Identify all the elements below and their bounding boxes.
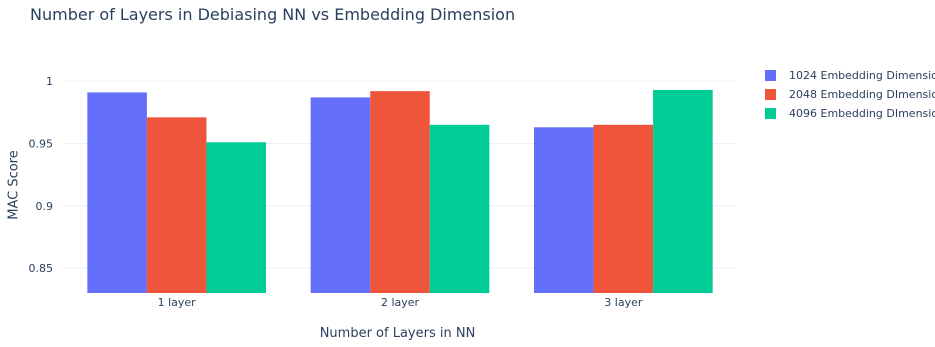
- legend-item[interactable]: 1024 Embedding Dimension: [765, 66, 935, 85]
- legend-swatch: [765, 89, 776, 100]
- y-axis-title: MAC Score: [6, 150, 22, 220]
- legend-label: 1024 Embedding Dimension: [789, 69, 935, 82]
- x-tick-label: 2 layer: [381, 296, 420, 309]
- bar-2-1: [146, 117, 207, 293]
- y-tick-label: 1: [46, 75, 53, 88]
- legend: 1024 Embedding Dimension 2048 Embedding D…: [765, 66, 935, 123]
- legend-label: 4096 Embedding DImension: [789, 107, 935, 120]
- legend-item[interactable]: 4096 Embedding DImension: [765, 104, 935, 123]
- y-tick-label: 0.9: [36, 200, 54, 213]
- x-axis-title: Number of Layers in NN: [319, 326, 476, 341]
- x-tick-label: 3 layer: [604, 296, 643, 309]
- y-tick-label: 0.85: [29, 262, 54, 275]
- y-tick-label: 0.95: [29, 137, 54, 150]
- bar-3-1: [206, 142, 266, 293]
- legend-label: 2048 Embedding DImension: [789, 88, 935, 101]
- bar-3-3: [653, 89, 713, 293]
- legend-swatch: [765, 108, 776, 119]
- legend-item[interactable]: 2048 Embedding DImension: [765, 85, 935, 104]
- bar-1-1: [87, 92, 147, 293]
- bar-2-3: [593, 124, 654, 293]
- bar-1-3: [534, 127, 594, 294]
- bar-2-2: [370, 91, 430, 293]
- bar-3-2: [429, 124, 490, 293]
- legend-swatch: [765, 70, 776, 81]
- x-tick-label: 1 layer: [158, 296, 197, 309]
- bar-1-2: [310, 97, 371, 294]
- chart-title: Number of Layers in Debiasing NN vs Embe…: [30, 5, 516, 24]
